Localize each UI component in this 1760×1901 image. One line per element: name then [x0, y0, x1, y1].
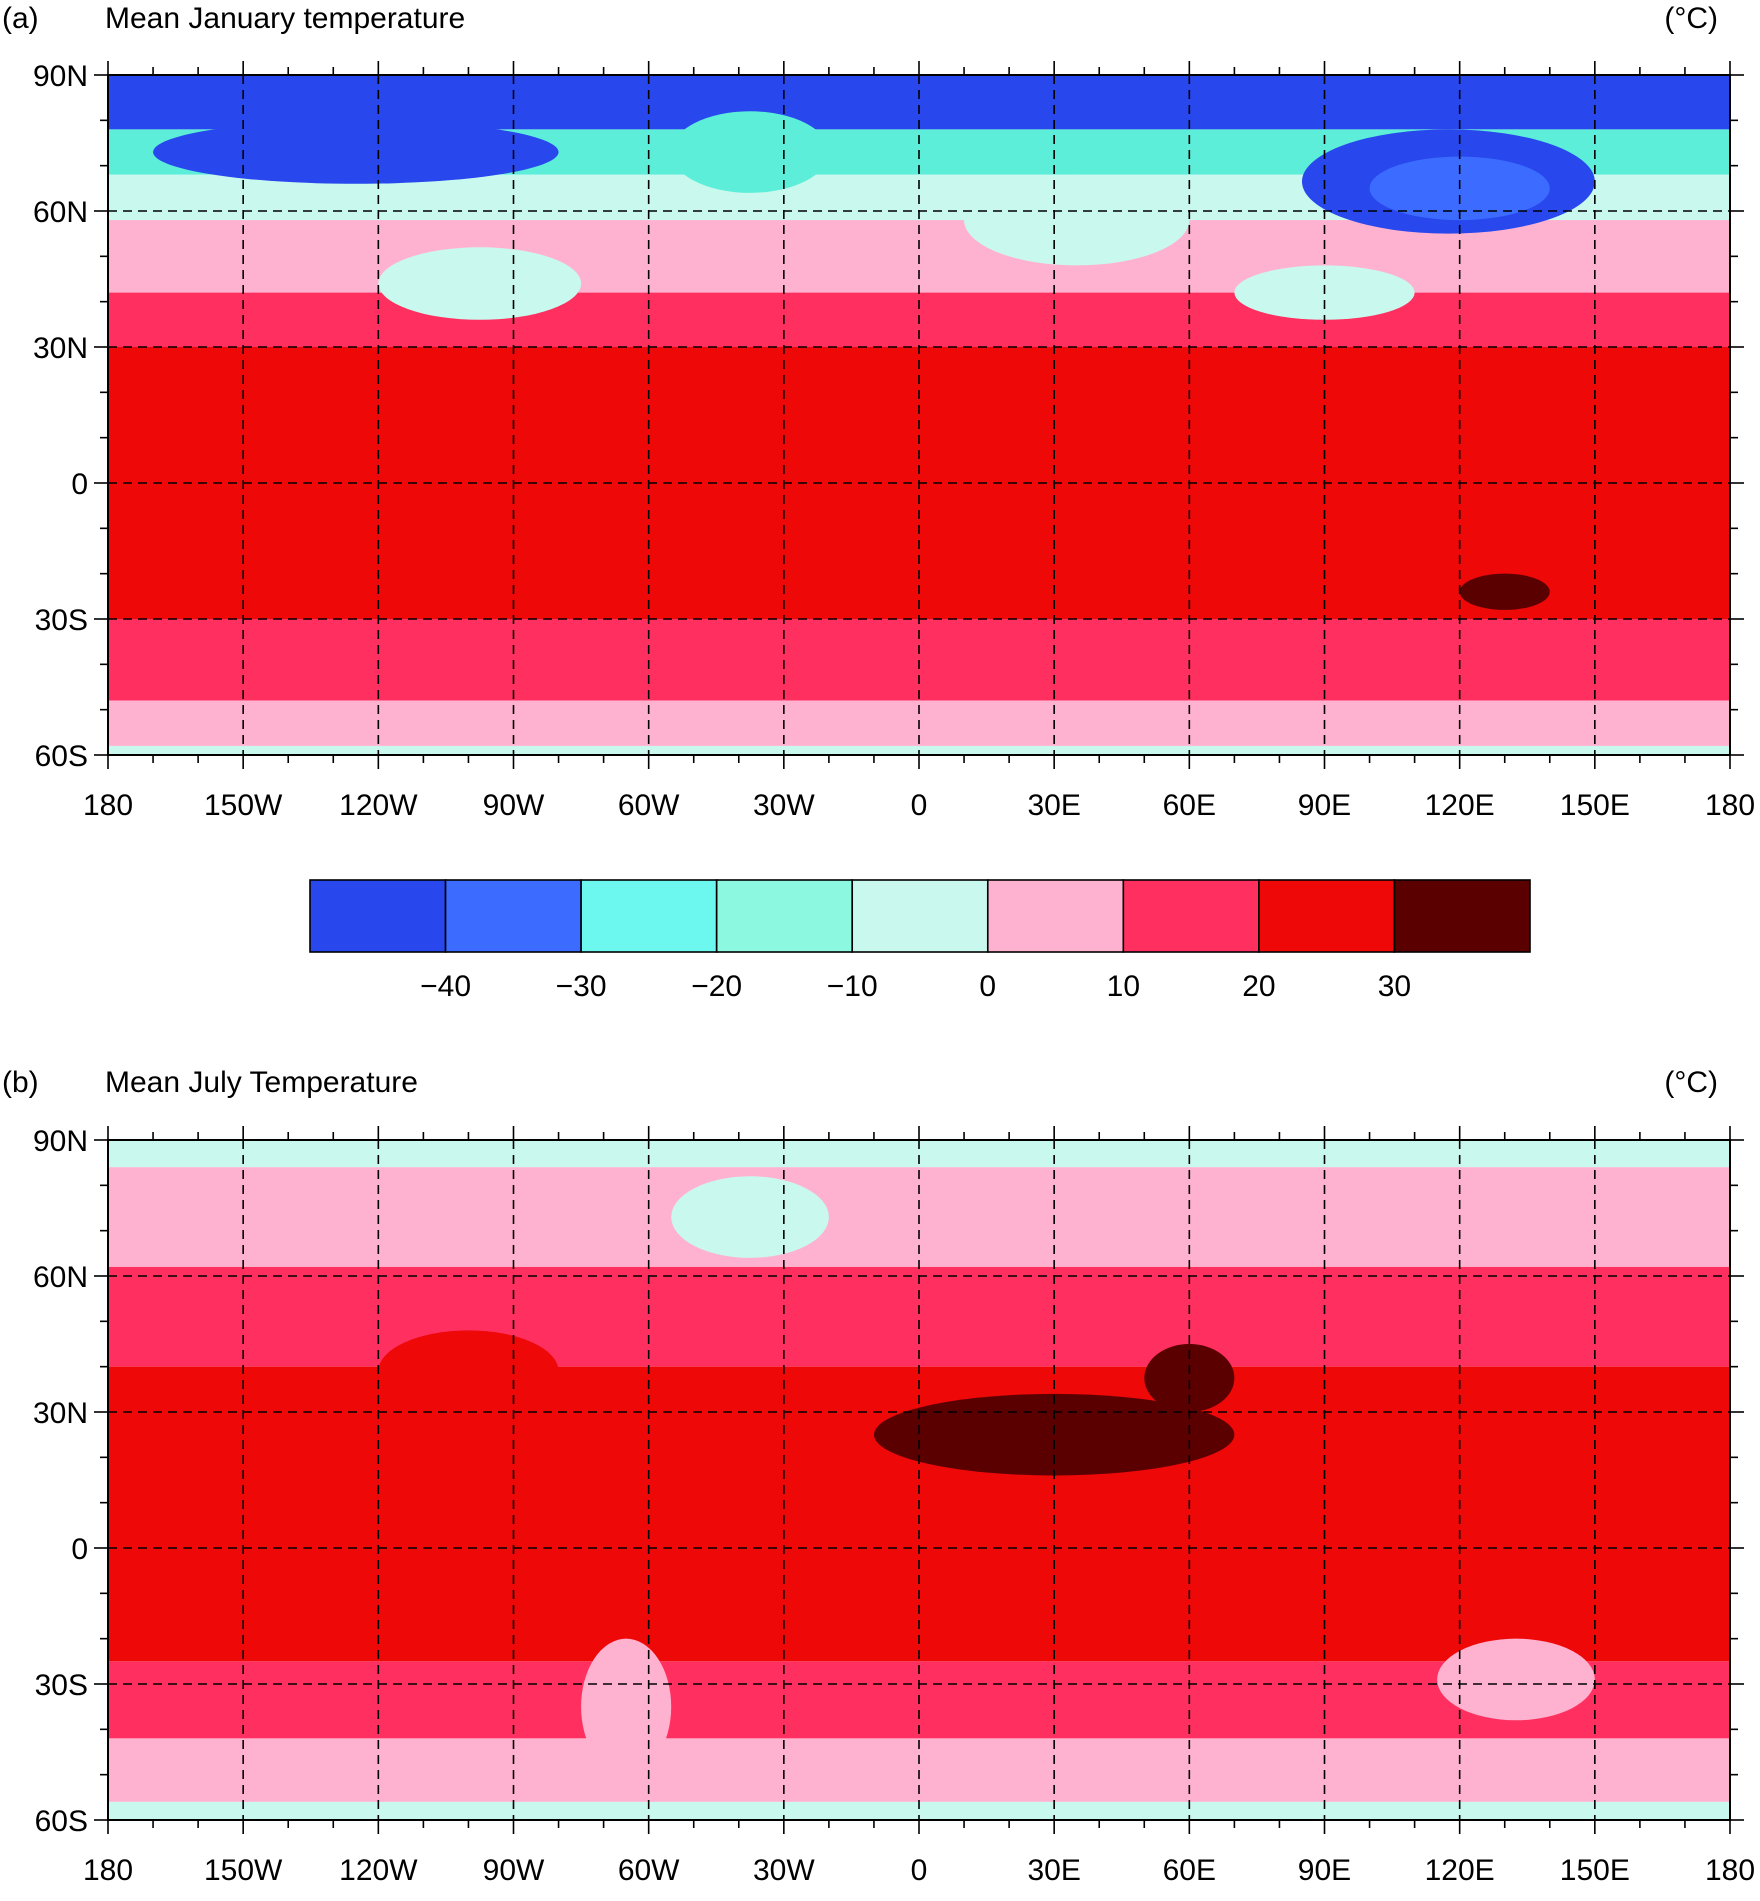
panel-a-land-patches	[153, 111, 1595, 610]
panel-a-lon-label: 150W	[204, 789, 283, 822]
panel-a-lon-label: 180	[1705, 789, 1755, 822]
temperature-patch	[873, 1393, 1235, 1476]
panel-b-lon-label: 0	[911, 1854, 928, 1887]
panel-a-lon-axis: 180 150W 120W 90W 60W 30W 0 30E 60E 90E …	[83, 789, 1755, 822]
panel-a-lat-label: 30S	[35, 604, 88, 637]
colorbar-tick-label: 0	[979, 970, 996, 1003]
colorbar-swatch	[851, 879, 989, 953]
colorbar-swatch	[1122, 879, 1260, 953]
panel-a-lon-label: 90W	[483, 789, 545, 822]
colorbar-tick-label: −10	[827, 970, 878, 1003]
panel-a-lat-label: 60S	[35, 740, 88, 773]
panel-b-lon-label: 30W	[753, 1854, 815, 1887]
panel-a-lon-label: 120E	[1425, 789, 1495, 822]
panel-b-lon-label: 180	[83, 1854, 133, 1887]
panel-a-gridlines	[108, 75, 1730, 755]
colorbar-swatch	[309, 879, 447, 953]
colorbar-tick-label: −20	[691, 970, 742, 1003]
temperature-patch	[581, 1638, 672, 1775]
panel-b-lon-label: 30E	[1027, 1854, 1080, 1887]
colorbar-tick-label: 30	[1378, 970, 1411, 1003]
panel-a-lon-label: 30E	[1027, 789, 1080, 822]
panel-a-lat-label: 90N	[33, 60, 88, 93]
colorbar-swatch	[1258, 879, 1396, 953]
panel-b-lat-label: 30N	[33, 1397, 88, 1430]
panel-a-lon-label: 0	[911, 789, 928, 822]
panel-a-units: (°C)	[1664, 2, 1718, 35]
colorbar-swatch	[580, 879, 718, 953]
temperature-patch	[1459, 573, 1550, 610]
panel-b-label: (b)	[2, 1066, 39, 1099]
panel-a-lat-label: 30N	[33, 332, 88, 365]
panel-a-lat-label: 0	[71, 468, 88, 501]
colorbar-swatch	[1393, 879, 1531, 953]
panel-a-lon-label: 60W	[618, 789, 680, 822]
panel-b-lon-label: 60W	[618, 1854, 680, 1887]
panel-a-lon-label: 60E	[1163, 789, 1216, 822]
colorbar-tick-label: 10	[1107, 970, 1140, 1003]
panel-b-ticks	[94, 1126, 1744, 1834]
panel-a-ticks	[94, 61, 1744, 769]
colorbar-swatch	[986, 879, 1125, 953]
panel-b-map	[94, 1126, 1744, 1834]
panel-a-title: Mean January temperature	[105, 2, 465, 35]
colorbar-swatches	[309, 879, 1531, 953]
panel-b-lon-label: 120E	[1425, 1854, 1495, 1887]
temperature-patch	[671, 1176, 829, 1258]
colorbar-swatch	[444, 879, 582, 953]
panel-b-lat-label: 0	[71, 1533, 88, 1566]
panel-b-units: (°C)	[1664, 1066, 1718, 1099]
panel-b-lat-label: 90N	[33, 1125, 88, 1158]
panel-b-lon-axis: 180 150W 120W 90W 60W 30W 0 30E 60E 90E …	[83, 1854, 1755, 1887]
panel-b-lon-label: 90W	[483, 1854, 545, 1887]
panel-b-lon-label: 90E	[1298, 1854, 1351, 1887]
panel-b-lat-label: 30S	[35, 1669, 88, 1702]
panel-a-label: (a)	[2, 2, 39, 35]
panel-b-title: Mean July Temperature	[105, 1066, 418, 1099]
panel-a-lon-label: 150E	[1560, 789, 1630, 822]
panel-a-lat-axis: 90N 60N 30N 0 30S 60S	[33, 60, 88, 773]
panel-b-lat-label: 60N	[33, 1261, 88, 1294]
panel-a-lon-label: 180	[83, 789, 133, 822]
panel-a-lon-label: 90E	[1298, 789, 1351, 822]
panel-a-map	[94, 61, 1744, 769]
temperature-patch	[964, 174, 1190, 266]
temperature-patch	[378, 247, 582, 320]
panel-b-lon-label: 60E	[1163, 1854, 1216, 1887]
panel-a-lat-label: 60N	[33, 196, 88, 229]
colorbar-tick-label: −30	[556, 970, 607, 1003]
panel-a-lon-label: 30W	[753, 789, 815, 822]
panel-b-gridlines	[108, 1140, 1730, 1820]
temperature-patch	[1144, 1344, 1235, 1412]
panel-b-lat-axis: 90N 60N 30N 0 30S 60S	[33, 1125, 88, 1838]
panel-b-lon-label: 120W	[339, 1854, 418, 1887]
colorbar-tick-label: 20	[1242, 970, 1275, 1003]
panel-b-lon-label: 180	[1705, 1854, 1755, 1887]
panel-b-lon-label: 150W	[204, 1854, 283, 1887]
colorbar-tick-label: −40	[420, 970, 471, 1003]
panel-b-lat-label: 60S	[35, 1805, 88, 1838]
colorbar-swatch	[715, 879, 854, 953]
panel-b-lon-label: 150E	[1560, 1854, 1630, 1887]
temperature-patch	[378, 1330, 559, 1412]
temperature-patch	[1437, 1638, 1595, 1721]
colorbar: −40 −30 −20 −10 0 10 20 30	[309, 879, 1531, 1003]
panel-a-lon-label: 120W	[339, 789, 418, 822]
temperature-patch	[153, 120, 559, 184]
temperature-patch	[671, 111, 829, 193]
